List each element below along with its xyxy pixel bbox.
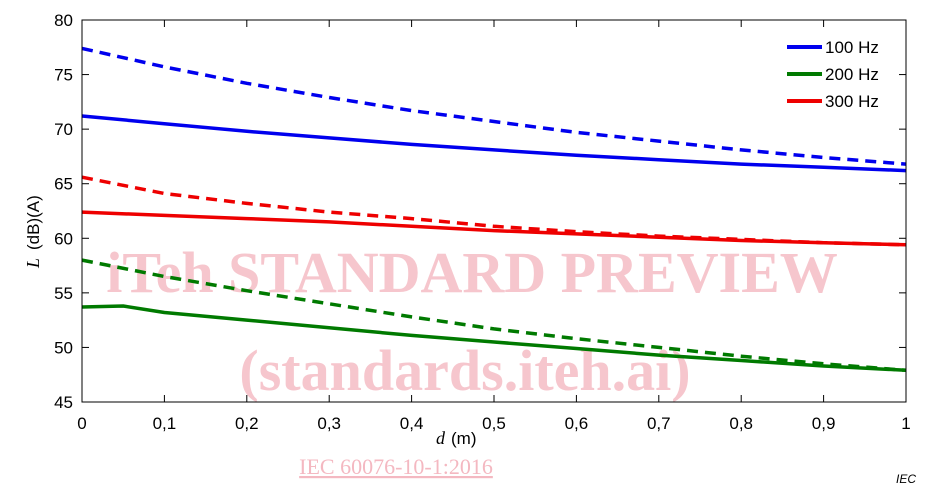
series-300-hz-dashed-line <box>81 175 907 247</box>
series-group <box>81 46 907 373</box>
legend-label: 300 Hz <box>825 92 879 111</box>
watermark: iTeh STANDARD PREVIEW (standards.iteh.ai… <box>106 240 838 479</box>
y-tick-label: 70 <box>54 120 73 139</box>
legend-label: 200 Hz <box>825 65 879 84</box>
legend: 100 Hz 200 Hz 300 Hz <box>787 38 879 111</box>
x-axis: 0 0,1 0,2 0,3 0,4 0,5 0,6 0,7 0,8 0,9 1 <box>77 20 911 433</box>
watermark-subtitle: (standards.iteh.ai) <box>239 338 690 403</box>
series-100-hz-solid-line <box>81 114 907 173</box>
series-200-hz-dashed-line <box>81 258 907 373</box>
watermark-title: iTeh STANDARD PREVIEW <box>106 240 838 305</box>
y-axis-unit: (dB)(A) <box>24 195 43 250</box>
x-tick-label: 0,4 <box>400 414 424 433</box>
series-100-hz-dashed-line <box>81 46 907 166</box>
x-tick-label: 0,3 <box>317 414 341 433</box>
y-tick-label: 45 <box>54 393 73 412</box>
series-200-hz-solid-line <box>81 304 907 373</box>
x-tick-label: 0 <box>77 414 86 433</box>
x-tick-label: 0,9 <box>812 414 836 433</box>
x-tick-label: 0,8 <box>729 414 753 433</box>
y-axis-variable: L <box>23 258 43 269</box>
y-tick-label: 55 <box>54 284 73 303</box>
x-tick-label: 0,5 <box>482 414 506 433</box>
y-tick-label: 50 <box>54 338 73 357</box>
x-tick-label: 0,1 <box>153 414 177 433</box>
y-tick-label: 75 <box>54 66 73 85</box>
x-axis-unit: (m) <box>451 429 476 448</box>
x-tick-label: 0,7 <box>647 414 671 433</box>
x-tick-label: 0,6 <box>565 414 589 433</box>
x-axis-variable: d <box>436 428 446 448</box>
y-tick-label: 80 <box>54 11 73 30</box>
x-axis-label: d (m) <box>436 428 476 448</box>
legend-label: 100 Hz <box>825 38 879 57</box>
watermark-standard-link[interactable]: IEC 60076-10-1:2016 <box>299 454 493 479</box>
x-tick-label: 0,2 <box>235 414 259 433</box>
figure-tag: IEC <box>896 472 916 485</box>
y-axis-label: L (dB)(A) <box>23 195 43 269</box>
y-axis: 45 50 55 60 65 70 75 80 <box>54 11 906 412</box>
y-tick-label: 65 <box>54 175 73 194</box>
y-tick-label: 60 <box>54 229 73 248</box>
x-tick-label: 1 <box>901 414 910 433</box>
